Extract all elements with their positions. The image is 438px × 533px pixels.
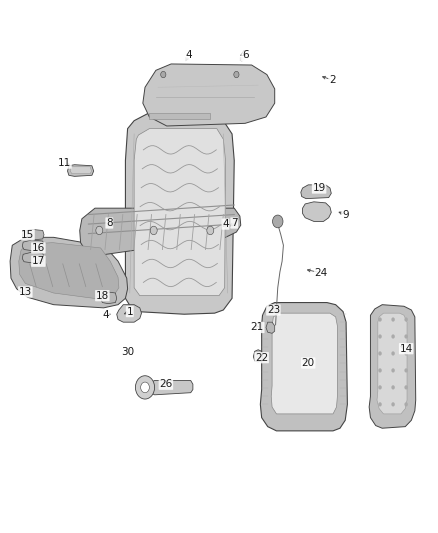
Circle shape — [378, 402, 382, 407]
Polygon shape — [271, 313, 337, 414]
Polygon shape — [303, 202, 331, 221]
Circle shape — [404, 368, 408, 373]
Polygon shape — [67, 165, 94, 176]
Circle shape — [391, 385, 395, 390]
Circle shape — [378, 368, 382, 373]
Polygon shape — [117, 305, 141, 322]
Polygon shape — [22, 229, 44, 240]
Polygon shape — [253, 350, 262, 362]
Text: 4: 4 — [222, 219, 229, 229]
Text: 20: 20 — [302, 358, 315, 368]
Circle shape — [378, 317, 382, 321]
Polygon shape — [148, 381, 193, 395]
Circle shape — [391, 368, 395, 373]
Text: 26: 26 — [159, 379, 173, 389]
Polygon shape — [22, 252, 44, 263]
Text: 13: 13 — [19, 287, 32, 297]
Text: 30: 30 — [121, 348, 134, 358]
Circle shape — [404, 385, 408, 390]
Text: 7: 7 — [231, 218, 237, 228]
Text: 23: 23 — [267, 305, 280, 315]
Polygon shape — [149, 113, 210, 119]
Polygon shape — [125, 113, 234, 314]
Circle shape — [404, 317, 408, 321]
Text: 4: 4 — [240, 51, 246, 60]
Polygon shape — [70, 167, 92, 174]
Text: 6: 6 — [242, 51, 248, 60]
Circle shape — [207, 226, 214, 235]
Text: 22: 22 — [255, 353, 268, 362]
Circle shape — [404, 334, 408, 338]
Text: 21: 21 — [251, 322, 264, 333]
Circle shape — [234, 71, 239, 78]
Circle shape — [391, 402, 395, 407]
Circle shape — [391, 317, 395, 321]
Circle shape — [391, 334, 395, 338]
Text: 19: 19 — [312, 183, 326, 193]
Text: 16: 16 — [32, 243, 45, 253]
Polygon shape — [301, 185, 331, 199]
Circle shape — [391, 351, 395, 356]
Polygon shape — [369, 305, 416, 428]
Circle shape — [161, 71, 166, 78]
Text: 4: 4 — [185, 51, 192, 60]
Polygon shape — [260, 303, 347, 431]
Polygon shape — [266, 322, 275, 333]
Text: 17: 17 — [32, 256, 45, 266]
Circle shape — [404, 351, 408, 356]
Text: 4: 4 — [102, 310, 109, 320]
Circle shape — [150, 226, 157, 235]
Text: 15: 15 — [21, 230, 34, 240]
Polygon shape — [134, 128, 226, 296]
Circle shape — [404, 402, 408, 407]
Text: 11: 11 — [58, 158, 71, 168]
Polygon shape — [101, 292, 117, 304]
Text: 1: 1 — [127, 306, 133, 317]
Circle shape — [135, 376, 155, 399]
Polygon shape — [19, 243, 119, 300]
Circle shape — [96, 226, 103, 235]
Text: 2: 2 — [329, 75, 336, 85]
Text: 24: 24 — [314, 268, 328, 278]
Polygon shape — [80, 208, 241, 256]
Circle shape — [378, 385, 382, 390]
Text: 18: 18 — [96, 290, 109, 301]
Circle shape — [378, 334, 382, 338]
Polygon shape — [22, 240, 44, 251]
Text: 14: 14 — [399, 344, 413, 354]
Polygon shape — [143, 64, 275, 126]
Text: 8: 8 — [106, 218, 113, 228]
Circle shape — [378, 351, 382, 356]
Text: 9: 9 — [342, 209, 349, 220]
Circle shape — [272, 215, 283, 228]
Circle shape — [141, 382, 149, 393]
Polygon shape — [377, 313, 407, 414]
Polygon shape — [10, 237, 127, 308]
